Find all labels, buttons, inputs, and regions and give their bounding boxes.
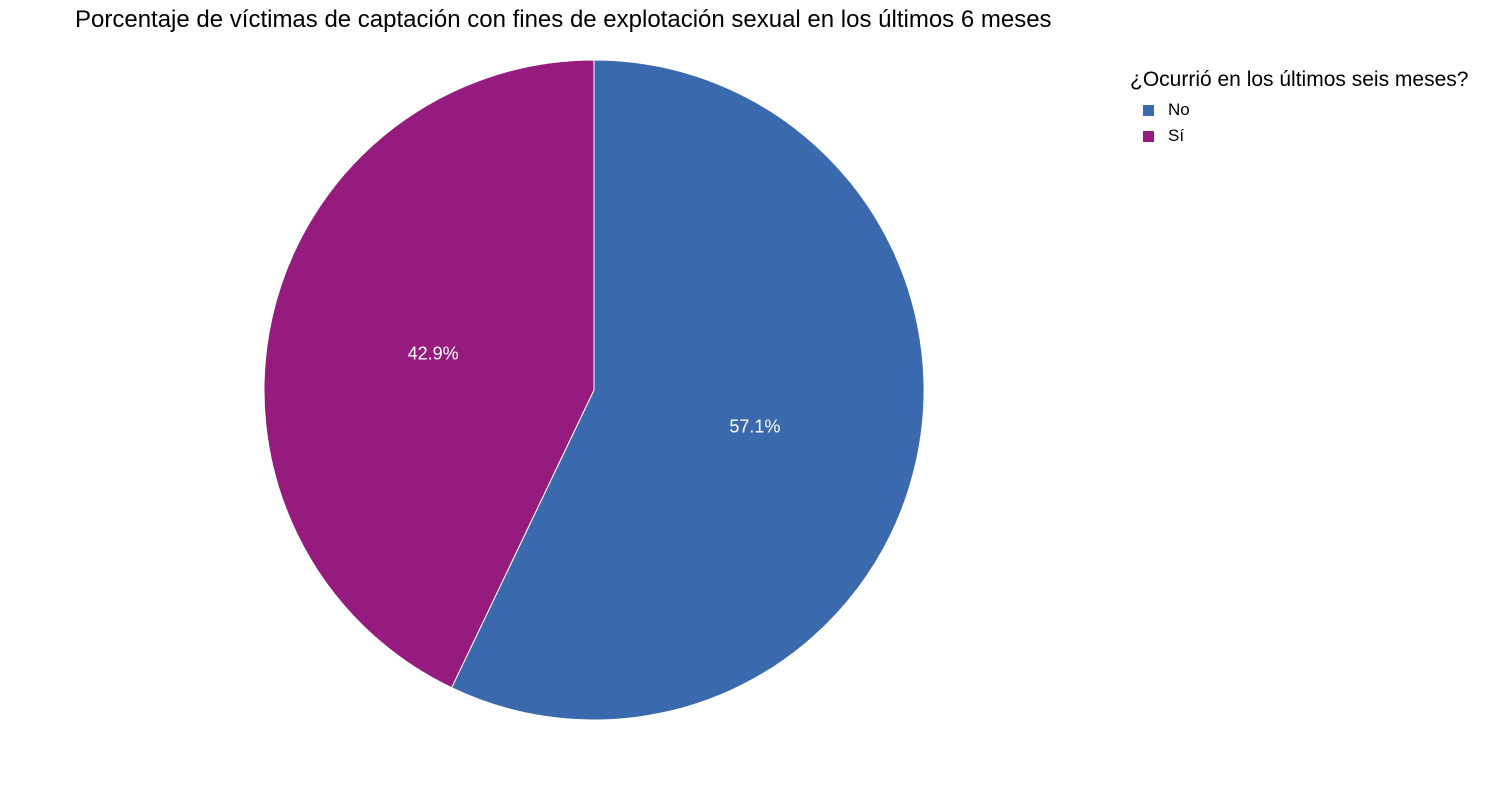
legend-label-no: No	[1168, 100, 1190, 119]
legend: ¿Ocurrió en los últimos seis meses? No S…	[1130, 68, 1468, 149]
legend-swatch-si	[1143, 130, 1154, 142]
legend-swatch-no	[1143, 104, 1154, 116]
pie-slices	[263, 59, 925, 721]
pie-slice-label-no: 57.1%	[729, 416, 780, 436]
pie-slice-label-si: 42.9%	[408, 344, 459, 364]
pie-slice-labels: 57.1% 42.9%	[408, 344, 781, 437]
legend-title: ¿Ocurrió en los últimos seis meses?	[1130, 68, 1469, 91]
chart-title: Porcentaje de víctimas de captación con …	[75, 6, 1052, 33]
legend-item-si: Sí	[1130, 123, 1468, 149]
legend-label-si: Sí	[1168, 126, 1185, 145]
pie-slice-si	[263, 59, 595, 689]
legend-item-no: No	[1130, 97, 1468, 123]
pie-slice-no	[450, 59, 925, 721]
